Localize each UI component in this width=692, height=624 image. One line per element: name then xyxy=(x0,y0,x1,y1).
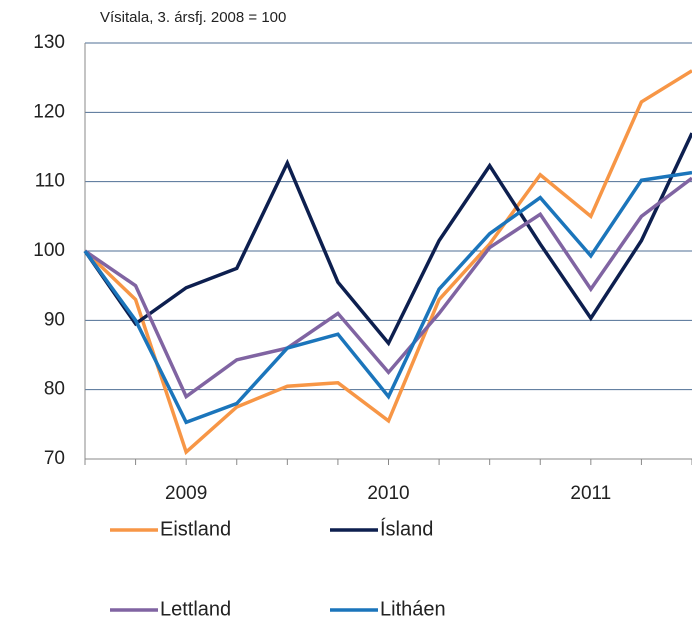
y-tick-label: 100 xyxy=(33,240,65,261)
x-tick-label: 2009 xyxy=(165,483,207,504)
y-tick-label: 80 xyxy=(44,379,65,400)
series-line xyxy=(83,132,692,347)
y-tick-label: 130 xyxy=(33,32,65,53)
series-line xyxy=(83,69,692,456)
legend-label: Litháen xyxy=(380,598,446,620)
y-tick-label: 120 xyxy=(33,101,65,122)
series-line xyxy=(83,170,692,425)
x-tick-label: 2011 xyxy=(570,483,611,504)
legend-label: Lettland xyxy=(160,598,231,620)
legend-label: Eistland xyxy=(160,518,231,540)
x-tick-label: 2010 xyxy=(367,483,409,504)
y-tick-label: 90 xyxy=(44,309,65,330)
y-tick-label: 110 xyxy=(35,171,65,192)
legend-label: Ísland xyxy=(380,517,433,540)
y-tick-label: 70 xyxy=(44,448,65,469)
chart-title: Vísitala, 3. ársfj. 2008 = 100 xyxy=(100,9,286,26)
series-line xyxy=(84,176,692,400)
